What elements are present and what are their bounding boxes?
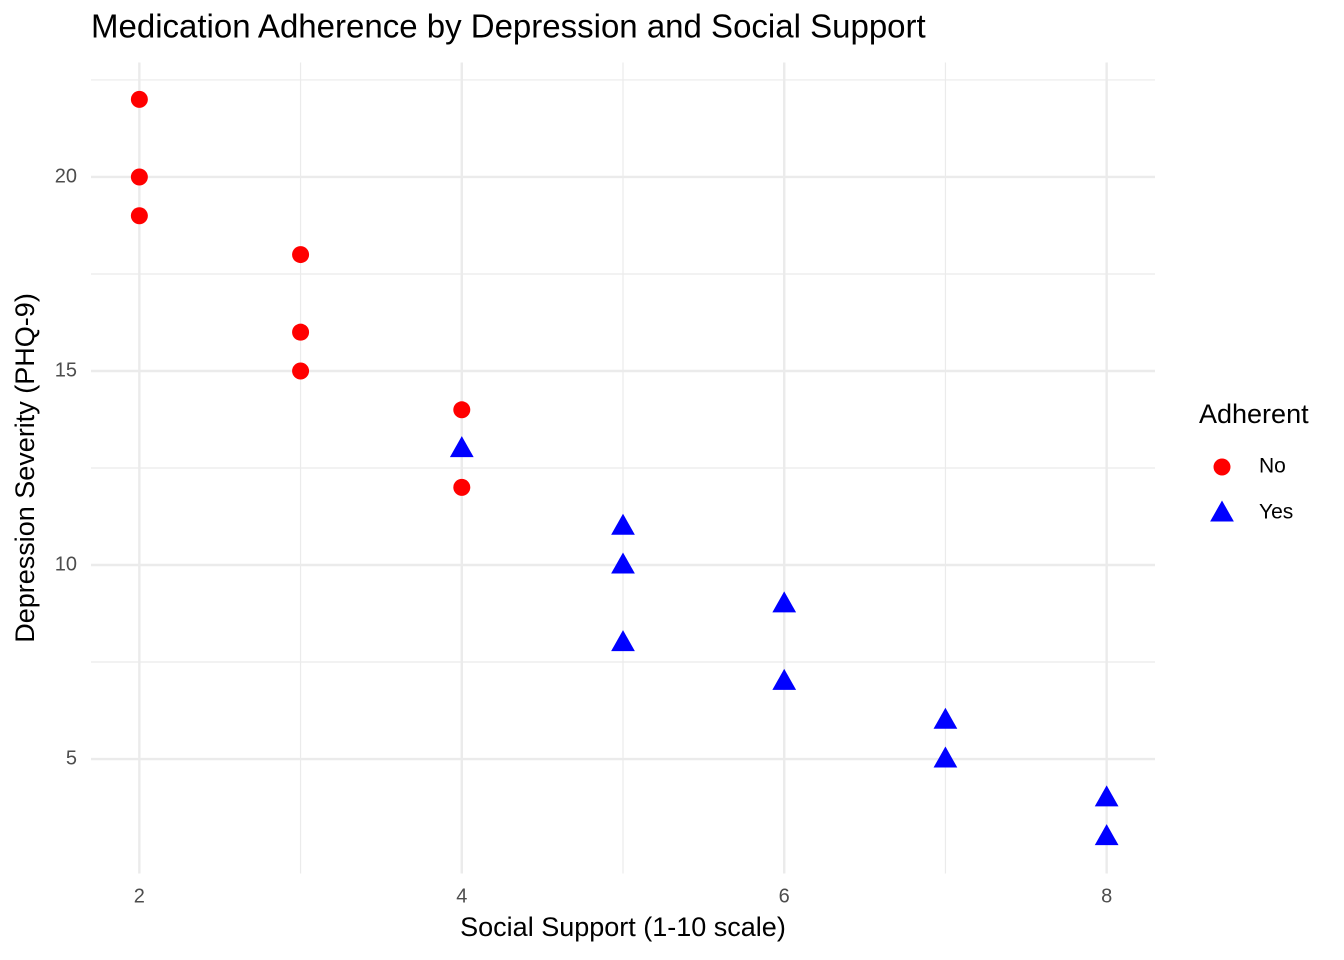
- point: [453, 478, 471, 496]
- point: [292, 246, 310, 264]
- point: [292, 323, 310, 341]
- legend: No Yes: [1210, 455, 1293, 524]
- plot-points: [130, 90, 1119, 846]
- point: [1094, 785, 1119, 807]
- y-tick-label: 20: [55, 165, 77, 187]
- x-tick-label: 6: [779, 885, 790, 907]
- point: [933, 746, 958, 768]
- legend-key: [1213, 458, 1231, 476]
- x-tick-label: 2: [134, 885, 145, 907]
- point: [130, 168, 148, 186]
- point: [611, 630, 635, 652]
- point: [933, 707, 958, 729]
- y-tick-label: 15: [55, 359, 77, 381]
- point: [772, 591, 797, 613]
- point: [292, 362, 310, 380]
- point: [130, 90, 148, 108]
- point: [453, 401, 471, 419]
- x-axis-title: Social Support (1-10 scale): [460, 912, 786, 942]
- x-tick-label: 8: [1101, 885, 1112, 907]
- legend-key: [1210, 500, 1234, 522]
- point: [130, 207, 148, 225]
- y-tick-label: 10: [55, 553, 77, 575]
- legend-label: Yes: [1259, 501, 1293, 524]
- legend-title: Adherent: [1199, 399, 1309, 429]
- y-axis-title: Depression Severity (PHQ-9): [10, 293, 40, 643]
- grid: 2 4 6 8 5 10 15 20: [55, 62, 1155, 907]
- x-tick-label: 4: [456, 885, 467, 907]
- legend-label: No: [1259, 455, 1286, 478]
- point: [772, 668, 797, 690]
- y-tick-label: 5: [66, 747, 77, 769]
- chart-title: Medication Adherence by Depression and S…: [91, 8, 926, 45]
- point: [611, 513, 635, 535]
- point: [449, 436, 474, 458]
- point: [1094, 824, 1119, 846]
- point: [611, 552, 635, 574]
